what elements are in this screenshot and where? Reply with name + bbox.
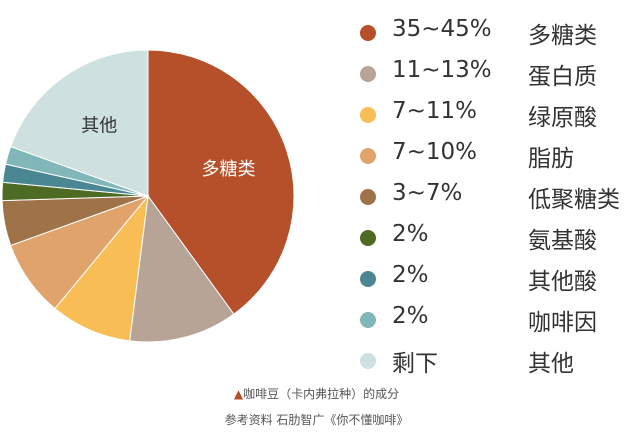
- legend-item: 2% 咖啡因: [360, 301, 630, 342]
- legend-range-7: 2%: [392, 303, 429, 329]
- legend-swatch-3: [360, 148, 376, 164]
- legend-item: 2% 其他酸: [360, 260, 630, 301]
- legend-item: 11~13% 蛋白质: [360, 55, 630, 96]
- legend-range-6: 2%: [392, 262, 429, 288]
- legend: 35~45% 多糖类 11~13% 蛋白质 7~11% 绿原酸 7~10% 脂肪 3~7% 低聚糖…: [360, 14, 630, 383]
- legend-label-1: 蛋白质: [528, 64, 597, 90]
- legend-swatch-8: [360, 353, 376, 369]
- pie-chart: 多糖类 其他: [1, 49, 295, 343]
- pie-slice-label-0: 多糖类: [202, 159, 256, 180]
- legend-label-0: 多糖类: [528, 23, 597, 49]
- pie-slice-8: [9, 49, 149, 197]
- legend-range-4: 3~7%: [392, 180, 463, 206]
- triangle-marker-icon: ▲: [233, 387, 244, 401]
- legend-label-6: 其他酸: [528, 269, 597, 295]
- chart-source: 参考资料 石肋智广《你不懂咖啡》: [224, 413, 409, 427]
- legend-swatch-2: [360, 107, 376, 123]
- legend-label-8: 其他: [528, 351, 574, 377]
- legend-item: 2% 氨基酸: [360, 219, 630, 260]
- legend-range-8: 剩下: [392, 351, 438, 377]
- legend-swatch-7: [360, 312, 376, 328]
- legend-label-7: 咖啡因: [528, 310, 597, 336]
- pie-slice-2: [54, 194, 149, 342]
- legend-range-0: 35~45%: [392, 16, 492, 42]
- legend-label-3: 脂肪: [528, 146, 574, 172]
- legend-swatch-5: [360, 230, 376, 246]
- legend-label-2: 绿原酸: [528, 105, 597, 131]
- legend-item: 7~11% 绿原酸: [360, 96, 630, 137]
- pie-slice-0: [147, 49, 295, 315]
- legend-item: 35~45% 多糖类: [360, 14, 630, 55]
- legend-label-4: 低聚糖类: [528, 187, 620, 213]
- legend-item: 剩下 其他: [360, 342, 630, 383]
- caption-title: 咖啡豆（卡内弗拉种）的成分: [243, 387, 400, 401]
- pie-slice-1: [129, 194, 235, 343]
- legend-range-3: 7~10%: [392, 139, 478, 165]
- legend-swatch-1: [360, 66, 376, 82]
- pie-slice-label-8: 其他: [81, 116, 117, 137]
- legend-swatch-4: [360, 189, 376, 205]
- legend-range-5: 2%: [392, 221, 429, 247]
- chart-caption: ▲咖啡豆（卡内弗拉种）的成分: [0, 385, 633, 402]
- legend-swatch-6: [360, 271, 376, 287]
- legend-label-5: 氨基酸: [528, 228, 597, 254]
- legend-range-1: 11~13%: [392, 57, 492, 83]
- legend-item: 7~10% 脂肪: [360, 137, 630, 178]
- legend-swatch-0: [360, 25, 376, 41]
- legend-range-2: 7~11%: [392, 98, 478, 124]
- legend-item: 3~7% 低聚糖类: [360, 178, 630, 219]
